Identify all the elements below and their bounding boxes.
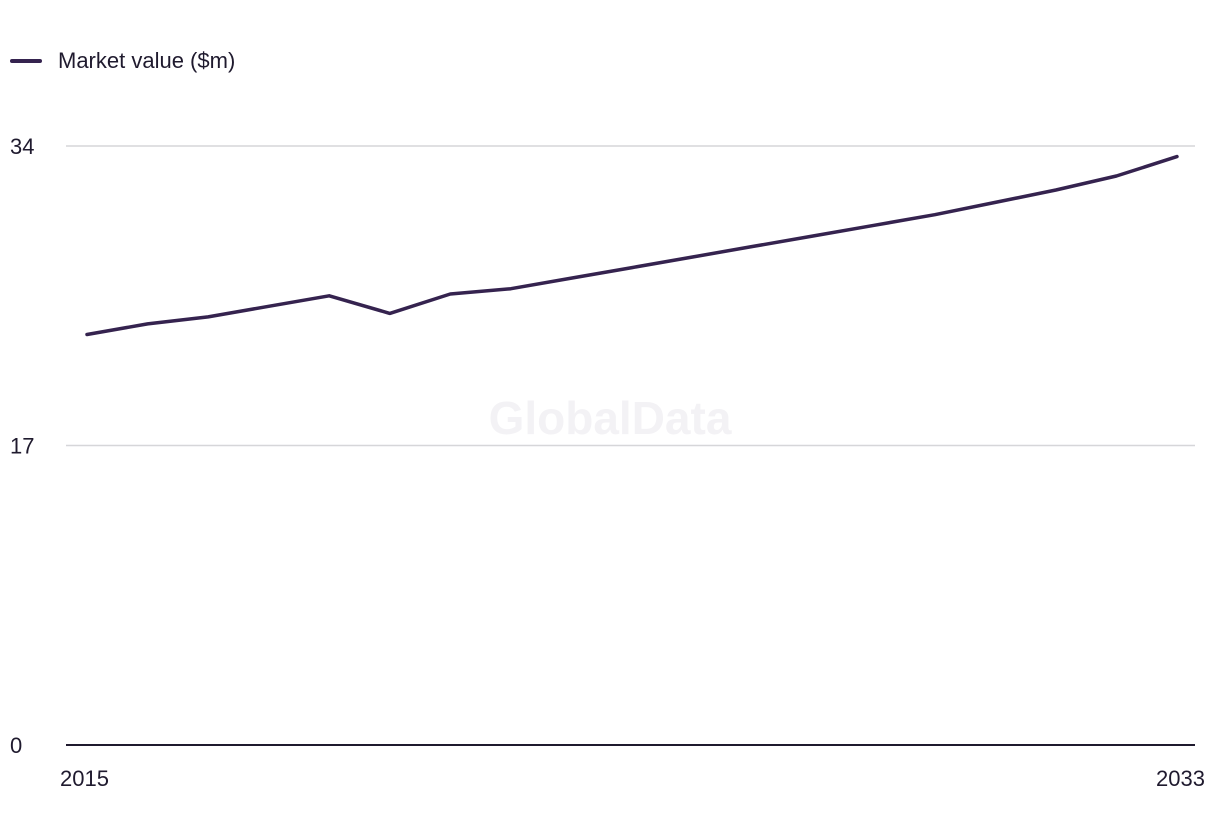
watermark: GlobalData — [489, 392, 732, 444]
x-axis-ticks: 2015 2033 — [60, 766, 1205, 791]
legend: Market value ($m) — [10, 46, 235, 76]
x-tick-label: 2033 — [1156, 766, 1205, 791]
x-tick-label: 2015 — [60, 766, 109, 791]
legend-label: Market value ($m) — [58, 48, 236, 73]
y-tick-label: 34 — [10, 134, 34, 159]
y-axis-ticks: 0 17 34 — [10, 134, 34, 758]
legend-swatch — [10, 59, 42, 63]
series-line-0 — [85, 154, 1179, 337]
y-tick-label: 17 — [10, 434, 34, 459]
gridlines — [66, 145, 1195, 447]
series-layer — [85, 154, 1179, 337]
y-tick-label: 0 — [10, 733, 22, 758]
